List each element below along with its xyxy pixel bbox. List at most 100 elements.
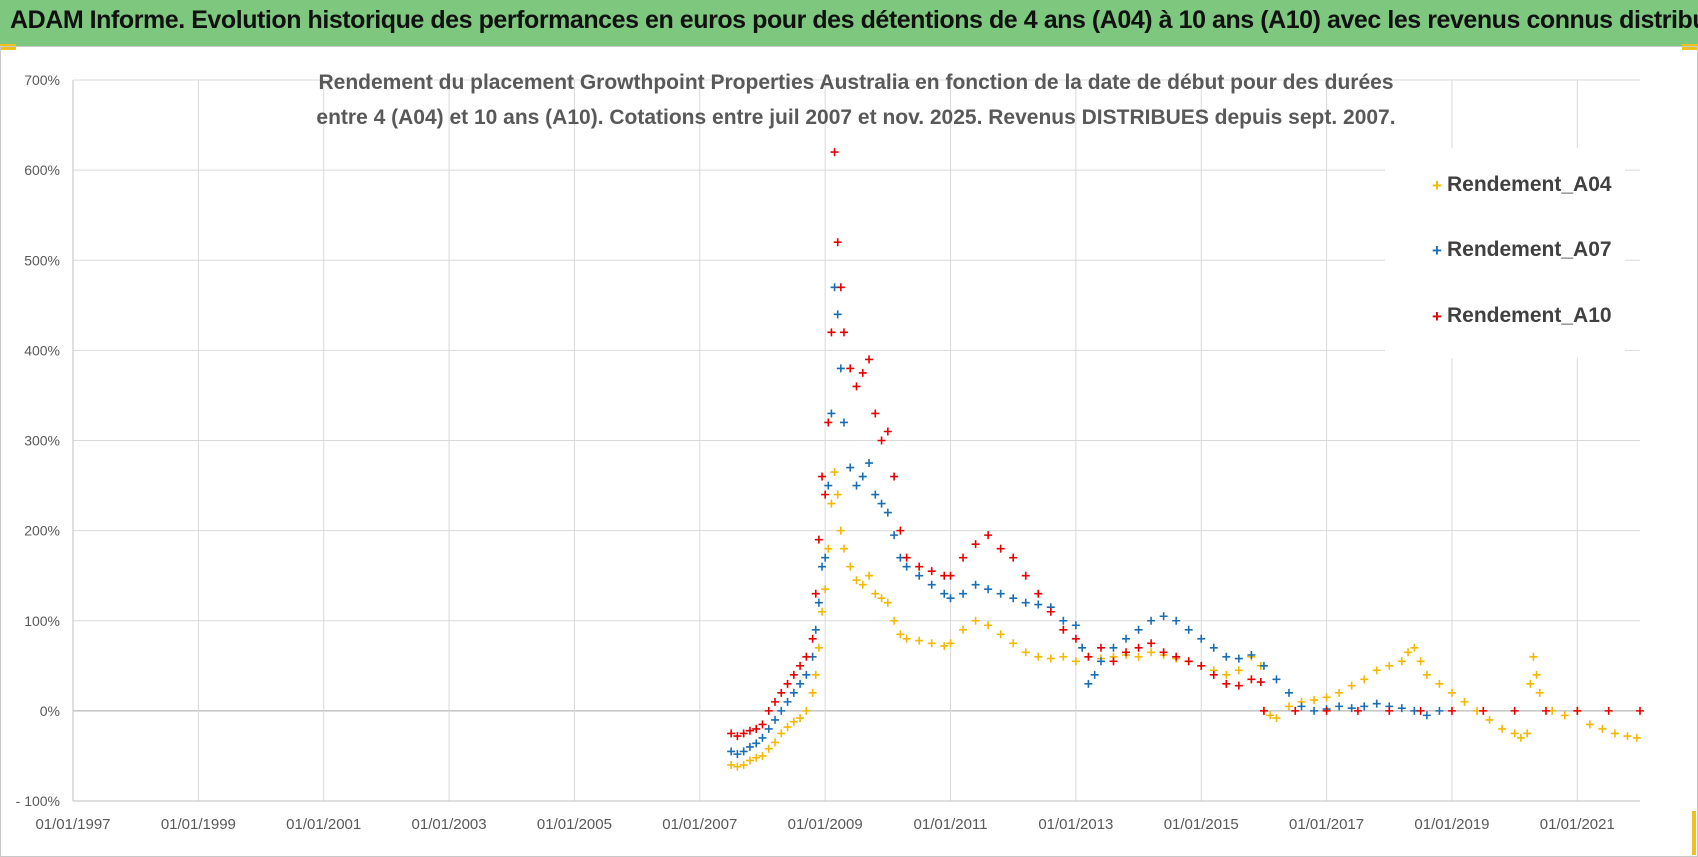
data-point (996, 589, 1005, 598)
data-point (1009, 594, 1018, 603)
data-point (824, 544, 833, 553)
data-point (959, 553, 968, 562)
data-point (833, 238, 842, 247)
data-point (1096, 657, 1105, 666)
data-point (758, 751, 767, 760)
axes: 700% 600% 500% 400% 300% 200% 100% 0% - 100% 01/0… (16, 72, 1640, 833)
data-point (839, 544, 848, 553)
data-point (1046, 607, 1055, 616)
data-point (996, 630, 1005, 639)
data-point (1397, 704, 1406, 713)
data-point (777, 706, 786, 715)
data-point (1247, 675, 1256, 684)
legend-background (1385, 148, 1625, 358)
chart-title-line-1: Rendement du placement Growthpoint Prope… (318, 71, 1393, 94)
data-point (877, 436, 886, 445)
data-point (752, 739, 761, 748)
legend-marker-a10: + (1432, 307, 1442, 326)
data-point (927, 580, 936, 589)
data-point (1209, 643, 1218, 652)
y-tick-label: - 100% (16, 793, 60, 809)
data-point (764, 724, 773, 733)
x-tick-label: 01/01/1997 (35, 816, 110, 833)
legend-label-a07: Rendement_A07 (1447, 238, 1612, 261)
data-point (827, 328, 836, 337)
data-point (1272, 714, 1281, 723)
corner-marker-top-left (0, 44, 16, 50)
data-point (971, 580, 980, 589)
data-point (1435, 679, 1444, 688)
data-point (1598, 724, 1607, 733)
data-point (959, 625, 968, 634)
data-point (1397, 657, 1406, 666)
data-point (1147, 639, 1156, 648)
data-point (1347, 681, 1356, 690)
data-point (814, 598, 823, 607)
data-point (821, 553, 830, 562)
data-point (1266, 711, 1275, 720)
data-point (836, 526, 845, 535)
data-point (1573, 706, 1582, 715)
data-point (802, 652, 811, 661)
data-point (739, 747, 748, 756)
series-Rendement_A04 (727, 468, 1641, 771)
data-point (1109, 657, 1118, 666)
data-point (915, 571, 924, 580)
data-point (865, 571, 874, 580)
data-point (1109, 643, 1118, 652)
x-tick-label: 01/01/2015 (1164, 816, 1239, 833)
data-point (1197, 634, 1206, 643)
data-point (758, 733, 767, 742)
data-point (1416, 657, 1425, 666)
data-point (1234, 666, 1243, 675)
data-point (946, 594, 955, 603)
data-point (858, 472, 867, 481)
data-point (940, 641, 949, 650)
data-point (984, 585, 993, 594)
y-tick-label: 100% (24, 613, 60, 629)
legend: + Rendement_A04 + Rendement_A07 + Rendem… (1432, 173, 1612, 327)
data-point (1021, 598, 1030, 607)
data-point (814, 535, 823, 544)
data-point (733, 750, 742, 759)
data-point (996, 544, 1005, 553)
x-tick-label: 01/01/2017 (1289, 816, 1364, 833)
data-point (727, 747, 736, 756)
data-point (1353, 706, 1362, 715)
data-point (733, 762, 742, 771)
data-point (1322, 706, 1331, 715)
corner-marker-top-right (1682, 44, 1698, 50)
data-point (1071, 657, 1080, 666)
series-Rendement_A07 (727, 283, 1444, 759)
data-point (1623, 732, 1632, 741)
data-point (927, 639, 936, 648)
data-point (902, 562, 911, 571)
legend-marker-a04: + (1432, 176, 1442, 195)
data-point (1335, 702, 1344, 711)
data-point (818, 472, 827, 481)
x-tick-label: 01/01/2019 (1414, 816, 1489, 833)
data-point (1209, 670, 1218, 679)
x-tick-label: 01/01/2011 (914, 816, 988, 833)
data-point (1009, 639, 1018, 648)
legend-label-a04: Rendement_A04 (1447, 173, 1612, 196)
data-point (865, 355, 874, 364)
data-point (783, 679, 792, 688)
data-point (811, 625, 820, 634)
data-point (839, 418, 848, 427)
data-point (1447, 688, 1456, 697)
data-point (1084, 679, 1093, 688)
data-point (1385, 661, 1394, 670)
x-tick-label: 01/01/2007 (662, 816, 737, 833)
legend-label-a10: Rendement_A10 (1447, 304, 1612, 327)
data-point (984, 531, 993, 540)
data-point (758, 720, 767, 729)
data-point (1090, 670, 1099, 679)
data-point (1134, 643, 1143, 652)
data-point (1372, 666, 1381, 675)
data-point (1071, 634, 1080, 643)
data-point (796, 714, 805, 723)
data-point (739, 760, 748, 769)
data-point (811, 589, 820, 598)
